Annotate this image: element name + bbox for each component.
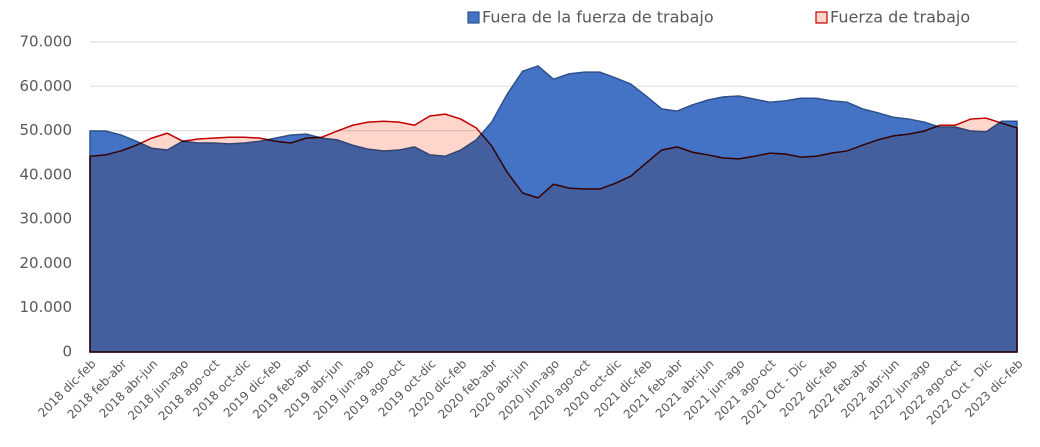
- y-tick-label: 40.000: [20, 165, 73, 183]
- legend-swatch: [815, 11, 828, 24]
- y-tick-label: 10.000: [20, 298, 73, 316]
- y-tick-label: 20.000: [20, 254, 73, 272]
- y-tick-label: 50.000: [20, 121, 73, 139]
- y-tick-label: 70.000: [20, 33, 73, 51]
- legend-label: Fuerza de trabajo: [830, 8, 970, 27]
- area: [89, 113, 1018, 353]
- legend-label: Fuera de la fuerza de trabajo: [482, 8, 714, 27]
- y-tick-label: 60.000: [20, 77, 73, 95]
- legend-swatch: [467, 11, 480, 24]
- areas: [89, 65, 1018, 353]
- y-tick-label: 30.000: [20, 210, 73, 228]
- y-tick-label: 0: [62, 343, 72, 361]
